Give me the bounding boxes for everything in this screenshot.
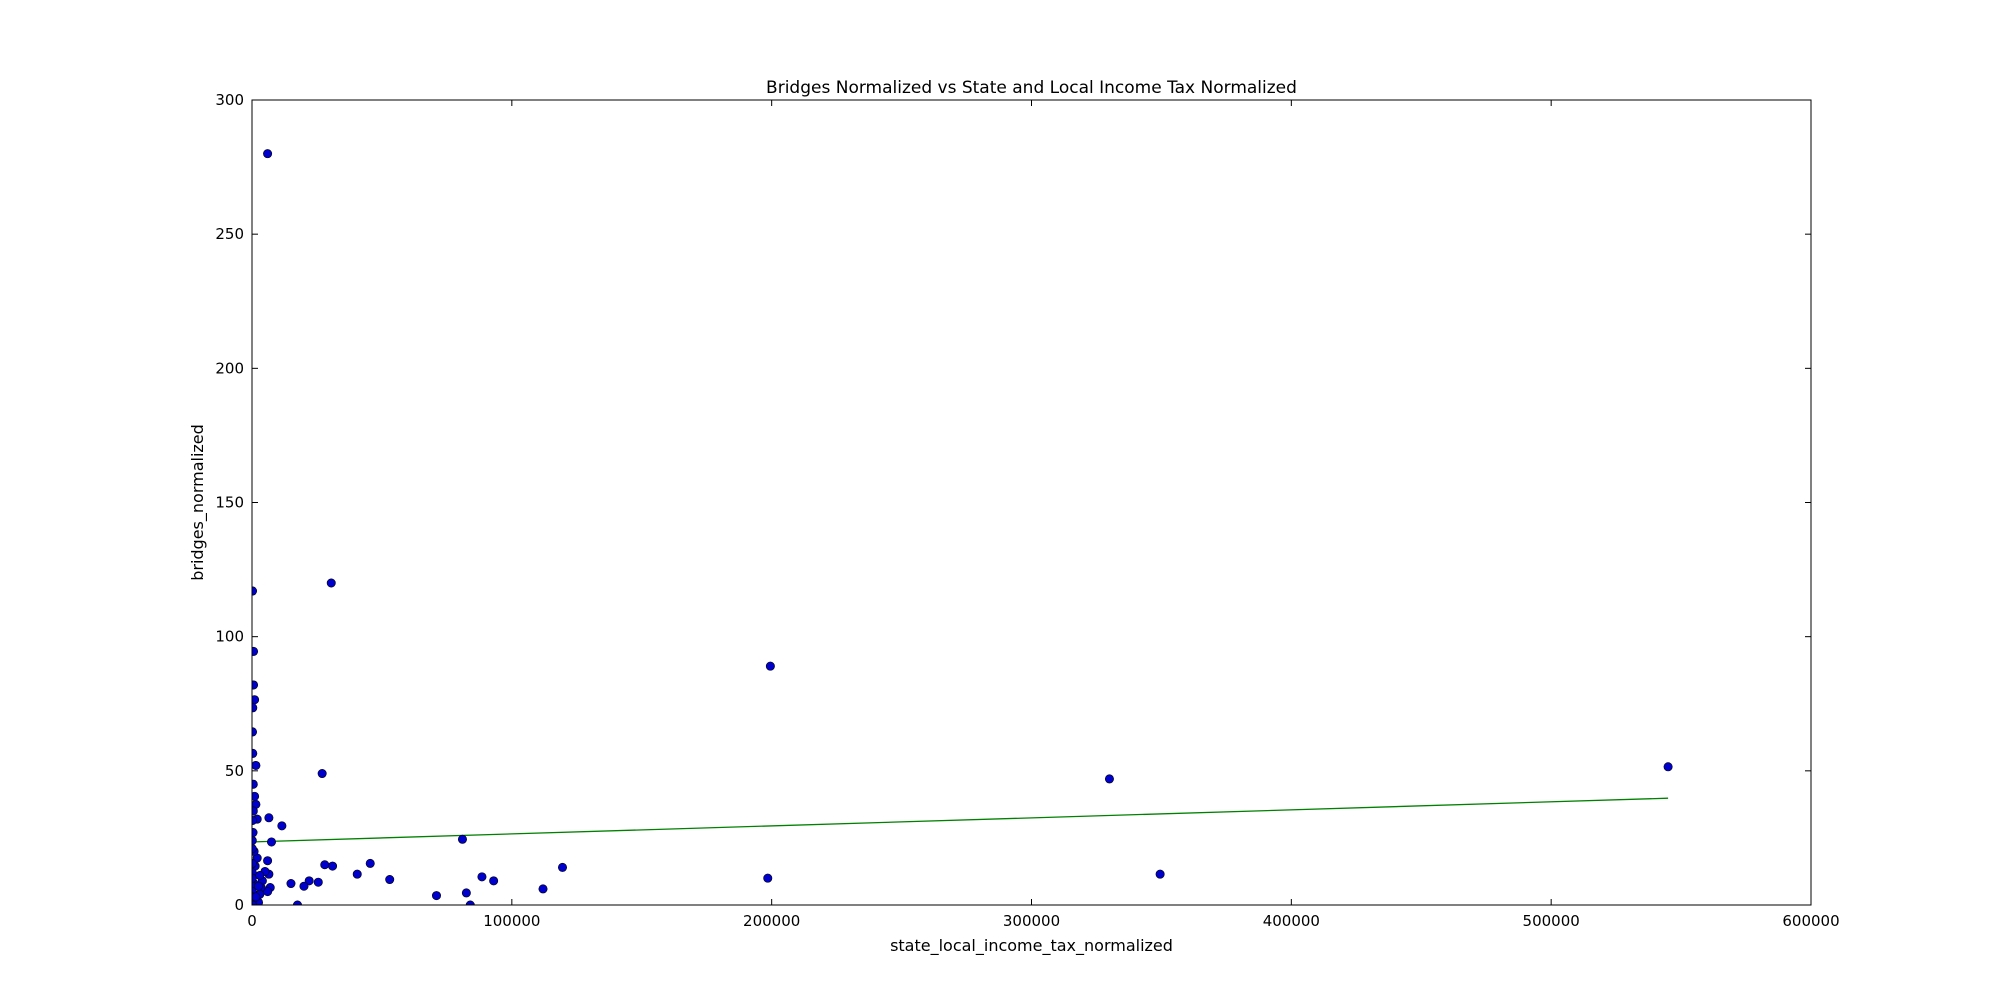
scatter-point (1155, 869, 1165, 879)
y-tick-label: 200 (215, 359, 244, 377)
scatter-point (252, 703, 258, 713)
y-tick-label: 250 (215, 225, 244, 243)
scatter-point (385, 875, 395, 885)
scatter-point (252, 791, 260, 801)
scatter-point (489, 876, 499, 886)
scatter-point (252, 779, 258, 789)
scatter-point (765, 661, 775, 671)
y-tick-label: 0 (234, 896, 244, 914)
y-tick-label: 100 (215, 628, 244, 646)
scatter-point (266, 837, 276, 847)
y-tick-label: 150 (215, 494, 244, 512)
scatter-point (252, 586, 258, 596)
plot-area (252, 149, 1673, 905)
scatter-point (255, 870, 265, 880)
scatter-point (263, 856, 273, 866)
marks-layer (252, 149, 1673, 905)
x-tick-label: 400000 (1263, 912, 1320, 930)
scatter-point (1104, 774, 1114, 784)
y-tick-label: 300 (215, 91, 244, 109)
scatter-point (763, 873, 773, 883)
y-tick-label: 50 (225, 762, 244, 780)
scatter-point (431, 891, 441, 901)
x-tick-label: 100000 (483, 912, 540, 930)
scatter-point (277, 821, 287, 831)
chart-title: Bridges Normalized vs State and Local In… (766, 78, 1297, 98)
scatter-point (252, 815, 258, 825)
scatter-point (477, 872, 487, 882)
scatter-point (461, 888, 471, 898)
scatter-point (457, 834, 467, 844)
scatter-point (1663, 762, 1673, 772)
scatter-point (252, 748, 258, 758)
scatter-point (252, 646, 259, 656)
trend-line (252, 797, 1669, 843)
scatter-point (253, 881, 263, 891)
y-axis-label: bridges_normalized (188, 424, 208, 581)
scatter-point (252, 892, 261, 902)
scatter-point (252, 806, 258, 816)
scatter-point (365, 858, 375, 868)
scatter-point (252, 727, 258, 737)
x-tick-label: 500000 (1523, 912, 1580, 930)
scatter-point (286, 879, 296, 889)
scatter-point (304, 876, 314, 886)
scatter-point (313, 877, 323, 887)
scatter-point (252, 760, 261, 770)
ticks-layer: 0 100000 200000 300000 400000 500000 600000 0 50… (215, 91, 1839, 930)
x-tick-label: 200000 (743, 912, 800, 930)
scatter-point (252, 680, 259, 690)
scatter-point (264, 813, 274, 823)
scatter-point (352, 869, 362, 879)
scatter-point (558, 862, 568, 872)
scatter-point (326, 578, 336, 588)
x-axis-label: state_local_income_tax_normalized (890, 936, 1173, 956)
scatter-point (328, 861, 338, 871)
x-tick-label: 300000 (1003, 912, 1060, 930)
scatter-point (299, 881, 309, 891)
scatter-point (317, 769, 327, 779)
scatter-point (263, 149, 273, 159)
scatter-point (320, 860, 330, 870)
scatter-point (538, 884, 548, 894)
x-tick-label: 0 (247, 912, 257, 930)
x-tick-label: 600000 (1782, 912, 1839, 930)
